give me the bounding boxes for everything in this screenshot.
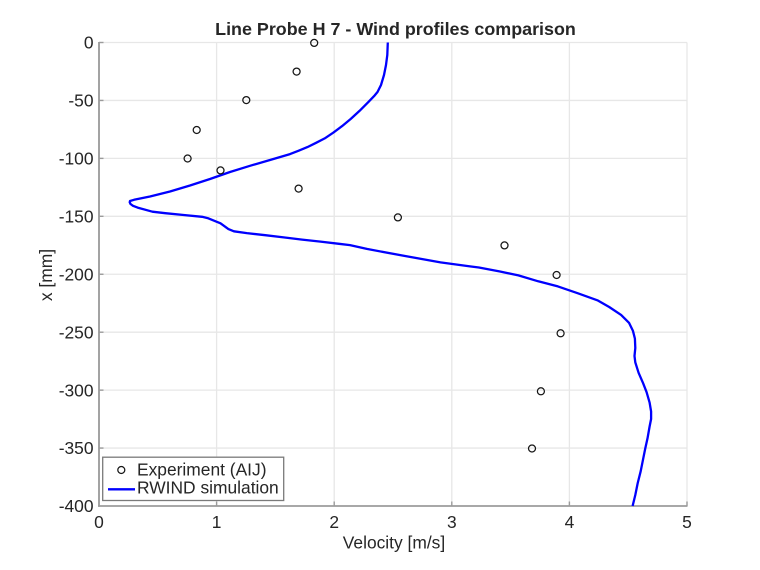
svg-text:x [mm]: x [mm] (36, 249, 56, 301)
svg-text:0: 0 (84, 33, 94, 53)
svg-text:-50: -50 (68, 91, 93, 111)
svg-text:0: 0 (94, 512, 104, 532)
svg-text:-100: -100 (59, 149, 94, 169)
svg-text:-400: -400 (59, 496, 94, 516)
svg-text:2: 2 (329, 512, 339, 532)
svg-text:-350: -350 (59, 438, 94, 458)
svg-text:Experiment (AIJ): Experiment (AIJ) (137, 460, 267, 480)
svg-text:-250: -250 (59, 322, 94, 342)
svg-text:3: 3 (447, 512, 457, 532)
svg-text:1: 1 (212, 512, 222, 532)
svg-text:4: 4 (565, 512, 575, 532)
svg-text:-200: -200 (59, 264, 94, 284)
svg-text:-300: -300 (59, 380, 94, 400)
svg-text:Velocity [m/s]: Velocity [m/s] (343, 532, 445, 552)
svg-text:5: 5 (682, 512, 692, 532)
svg-text:-150: -150 (59, 207, 94, 227)
svg-text:RWIND simulation: RWIND simulation (137, 478, 279, 498)
svg-text:Line Probe H 7 - Wind profiles: Line Probe H 7 - Wind profiles compariso… (215, 19, 576, 39)
